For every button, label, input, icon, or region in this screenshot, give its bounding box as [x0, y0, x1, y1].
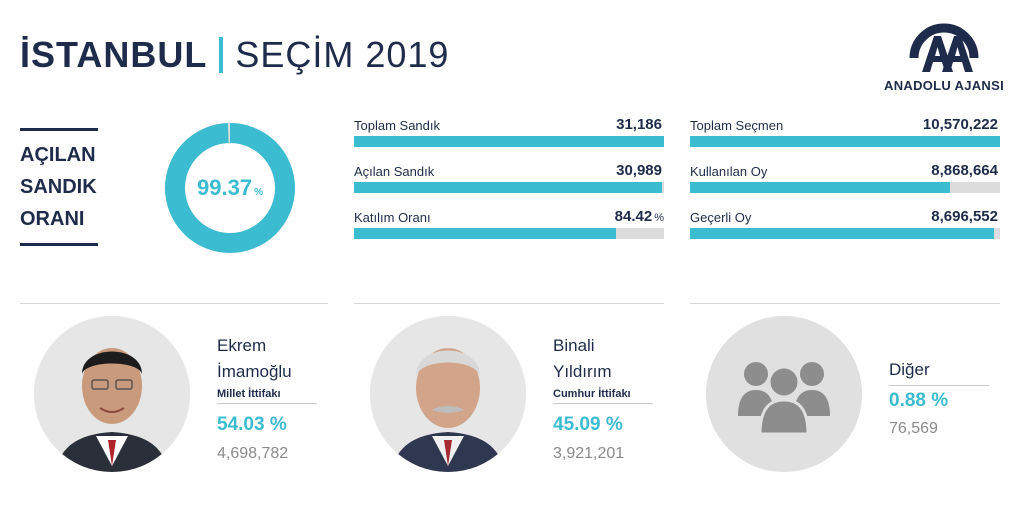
candidate-votes: 76,569 — [889, 420, 938, 437]
logo-text: ANADOLU AJANSI — [884, 78, 1005, 93]
stat-bar-fill — [690, 136, 1000, 147]
stat-bar-fill — [690, 182, 951, 193]
candidate-votes: 3,921,201 — [553, 445, 625, 462]
anadolu-ajansi-logo: ANADOLU AJANSI — [884, 12, 1004, 98]
candidate-name: Binali Yıldırım — [553, 336, 612, 381]
stat-label: Açılan Sandık — [354, 164, 435, 179]
title-separator — [219, 37, 224, 73]
stat-bar-fill — [354, 136, 664, 147]
page-header: İSTANBUL SEÇİM 2019 — [20, 30, 449, 80]
opened-ratio-label-line: AÇILAN — [20, 144, 96, 166]
donut-fill — [165, 123, 295, 253]
stat-bar — [690, 136, 1000, 147]
stat-bar — [690, 182, 1000, 193]
stat-value: 10,570,222 — [922, 116, 998, 133]
candidate-percent: 0.88 % — [889, 390, 949, 411]
stat-bar — [354, 136, 664, 147]
opened-ratio-value: 99.37 — [197, 175, 253, 200]
opened-ratio-label-line: ORANI — [20, 208, 85, 230]
stat-value: 8,868,664 — [931, 162, 998, 179]
candidate-name: Ekrem İmamoğlu — [217, 336, 292, 381]
stat-label: Toplam Seçmen — [690, 118, 784, 133]
stat-value: 8,696,552 — [931, 208, 998, 225]
page-subtitle: SEÇİM 2019 — [235, 34, 450, 75]
section-divider — [690, 303, 1000, 304]
stat-label: Toplam Sandık — [354, 118, 440, 133]
page-title: İSTANBUL — [20, 34, 208, 75]
stat-opened-ballot-boxes: Açılan Sandık 30,989 — [354, 162, 664, 196]
stat-bar — [354, 228, 664, 239]
opened-ratio-unit: % — [254, 186, 263, 198]
stat-value: 30,989 — [616, 162, 662, 179]
stat-label: Katılım Oranı — [354, 210, 431, 225]
candidate-percent: 54.03 % — [217, 414, 287, 435]
opened-ratio-label-line: SANDIK — [20, 176, 97, 198]
stat-bar-fill — [354, 228, 616, 239]
candidate-name: Diğer — [889, 357, 989, 386]
opened-ratio-label: AÇILAN SANDIK ORANI — [20, 128, 98, 246]
aa-logo-icon — [909, 23, 979, 72]
stat-bar — [354, 182, 664, 193]
stat-votes-cast: Kullanılan Oy 8,868,664 — [690, 162, 1000, 196]
stat-label: Geçerli Oy — [690, 210, 752, 225]
section-divider — [354, 303, 664, 304]
stat-bar-fill — [690, 228, 994, 239]
stat-bar-fill — [354, 182, 663, 193]
stat-total-ballot-boxes: Toplam Sandık 31,186 — [354, 116, 664, 150]
candidate-percent: 45.09 % — [553, 414, 623, 435]
stat-value: 31,186 — [616, 116, 662, 133]
opened-ratio-donut — [165, 123, 295, 253]
stat-turnout-rate: Katılım Oranı 84.42% — [354, 208, 664, 242]
candidate-alliance: Millet İttifakı — [217, 388, 317, 404]
stat-label: Kullanılan Oy — [690, 164, 768, 179]
portrait-binali-yildirim — [370, 316, 526, 472]
group-people-icon — [706, 316, 862, 472]
candidate-votes: 4,698,782 — [217, 445, 289, 462]
candidate-alliance: Cumhur İttifakı — [553, 388, 653, 404]
stat-bar — [690, 228, 1000, 239]
stat-valid-votes: Geçerli Oy 8,696,552 — [690, 208, 1000, 242]
stat-value: 84.42% — [614, 208, 664, 225]
stat-total-voters: Toplam Seçmen 10,570,222 — [690, 116, 1000, 150]
section-divider — [20, 303, 328, 304]
portrait-ekrem-imamoglu — [34, 316, 190, 472]
donut-value: 99.37 % — [164, 122, 296, 254]
